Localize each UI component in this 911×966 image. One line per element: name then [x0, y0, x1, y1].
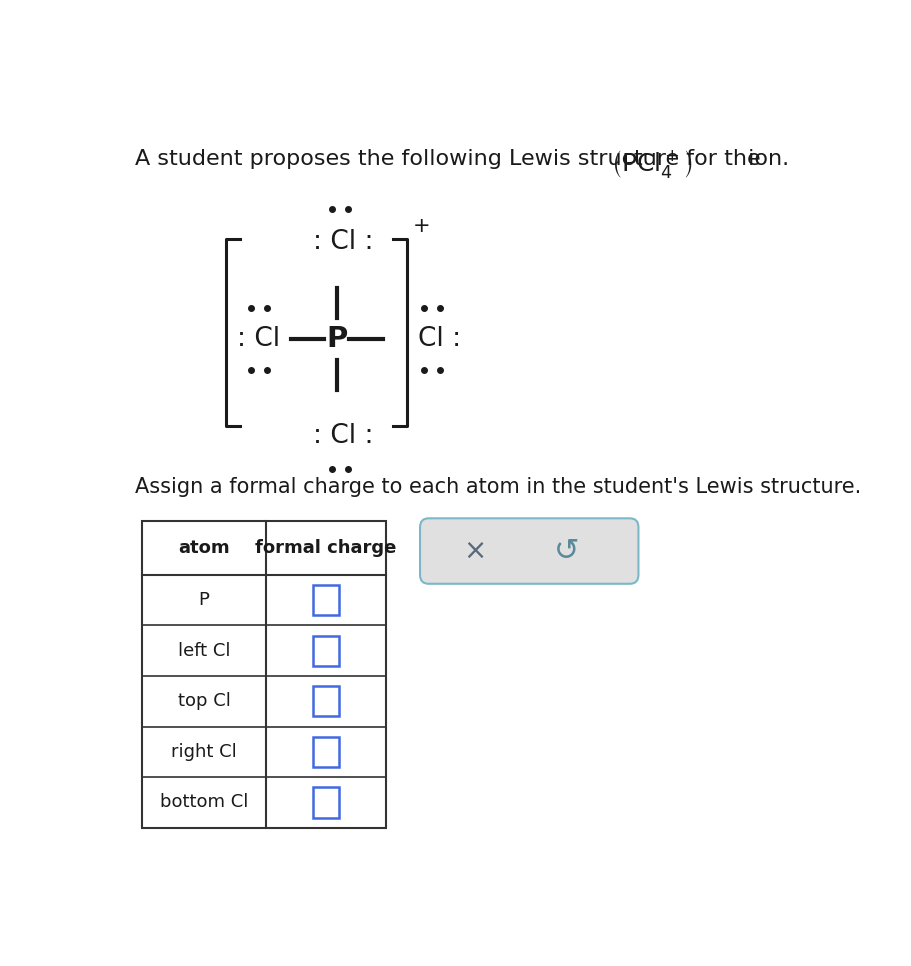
- Text: top Cl: top Cl: [178, 693, 230, 710]
- Bar: [142, 522, 385, 828]
- Text: ×: ×: [463, 537, 486, 565]
- Text: ↺: ↺: [553, 536, 578, 565]
- Bar: [313, 585, 338, 615]
- Bar: [313, 737, 338, 767]
- Text: : Cl: : Cl: [237, 327, 280, 352]
- Bar: [313, 686, 338, 717]
- Text: $\left(\mathrm{PCl}_4^+\right)$: $\left(\mathrm{PCl}_4^+\right)$: [610, 148, 691, 180]
- Text: atom: atom: [179, 539, 230, 557]
- Text: : Cl :: : Cl :: [313, 229, 374, 255]
- Bar: [313, 636, 338, 666]
- Text: +: +: [412, 216, 429, 237]
- Text: formal charge: formal charge: [255, 539, 396, 557]
- Text: bottom Cl: bottom Cl: [159, 793, 248, 811]
- Bar: [313, 787, 338, 817]
- Text: : Cl :: : Cl :: [313, 423, 374, 449]
- Text: A student proposes the following Lewis structure for the: A student proposes the following Lewis s…: [135, 150, 760, 169]
- FancyBboxPatch shape: [420, 519, 638, 583]
- Text: Assign a formal charge to each atom in the student's Lewis structure.: Assign a formal charge to each atom in t…: [135, 476, 861, 497]
- Text: right Cl: right Cl: [171, 743, 237, 761]
- Text: P: P: [199, 591, 210, 610]
- Text: Cl :: Cl :: [417, 327, 461, 352]
- Text: ion.: ion.: [740, 150, 788, 169]
- Text: P: P: [325, 326, 347, 353]
- Text: left Cl: left Cl: [178, 641, 230, 660]
